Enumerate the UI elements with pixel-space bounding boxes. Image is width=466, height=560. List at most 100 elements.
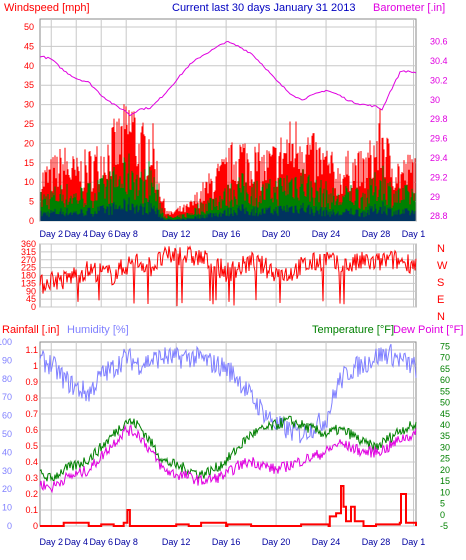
panel1-day-label: Day 4 xyxy=(64,229,88,239)
direction-tick-label: 180 xyxy=(21,271,36,281)
wind-average-series xyxy=(40,153,416,221)
wind-tick-label: 25 xyxy=(24,119,34,129)
humidity-tick-label: 100 xyxy=(0,337,12,347)
humidity-axis-title: Humidity [%] xyxy=(67,324,129,336)
temperature-tick-label: 55 xyxy=(440,386,450,396)
wind-tick-label: 10 xyxy=(24,177,34,187)
humidity-tick-label: 90 xyxy=(2,355,12,365)
wind-tick-label: 35 xyxy=(24,80,34,90)
temperature-tick-label: 0 xyxy=(440,510,445,520)
panel1-day-label: Day 8 xyxy=(114,229,138,239)
wind-tick-label: 20 xyxy=(24,138,34,148)
wind-tick-label: 45 xyxy=(24,41,34,51)
rain-tick-label: 1 xyxy=(33,361,38,371)
dewpoint-axis-title: Dew Point [°F] xyxy=(393,324,463,336)
rain-tick-label: 1.1 xyxy=(25,345,38,355)
wind-tick-label: 5 xyxy=(29,197,34,207)
compass-label-s: S xyxy=(437,277,444,289)
panel3-day-label: Day 16 xyxy=(212,537,241,547)
rain-tick-label: 0.7 xyxy=(25,409,38,419)
panel3-day-label: Day 1 xyxy=(402,537,426,547)
rainfall-axis-title: Rainfall [.in] xyxy=(2,324,59,336)
temperature-tick-label: 10 xyxy=(440,487,450,497)
panel1-day-label: Day 24 xyxy=(312,229,341,239)
humidity-series xyxy=(39,343,417,444)
humidity-tick-label: 70 xyxy=(2,392,12,402)
dewpoint-series xyxy=(39,424,417,494)
panel3-day-label: Day 20 xyxy=(262,537,291,547)
direction-tick-label: 135 xyxy=(21,278,36,288)
compass-label-w: W xyxy=(437,260,448,272)
barometer-tick-label: 28.8 xyxy=(430,211,448,221)
humidity-tick-label: 50 xyxy=(2,429,12,439)
compass-label-n1: N xyxy=(437,243,445,255)
barometer-tick-label: 30.4 xyxy=(430,56,448,66)
barometer-tick-label: 29 xyxy=(430,192,440,202)
wind-tick-label: 50 xyxy=(24,22,34,32)
direction-tick-label: 225 xyxy=(21,263,36,273)
temperature-axis-title: Temperature [°F] xyxy=(312,324,394,336)
temperature-tick-label: 70 xyxy=(440,353,450,363)
barometer-axis-title: Barometer [.in] xyxy=(373,2,445,14)
temperature-tick-label: 45 xyxy=(440,409,450,419)
wind-direction-series xyxy=(39,245,417,307)
humidity-tick-label: 60 xyxy=(2,411,12,421)
barometer-tick-label: 30 xyxy=(430,95,440,105)
rain-tick-label: 0.2 xyxy=(25,489,38,499)
humidity-tick-label: 40 xyxy=(2,447,12,457)
panel3-day-label: Day 12 xyxy=(162,537,191,547)
rain-tick-label: 0.4 xyxy=(25,457,38,467)
barometer-tick-label: 29.8 xyxy=(430,114,448,124)
temperature-tick-label: 65 xyxy=(440,364,450,374)
direction-tick-label: 270 xyxy=(21,255,36,265)
humidity-tick-label: 20 xyxy=(2,484,12,494)
temperature-tick-label: 15 xyxy=(440,476,450,486)
rain-tick-label: 0.3 xyxy=(25,473,38,483)
direction-tick-label: 0 xyxy=(31,302,36,312)
panel3-day-label: Day 24 xyxy=(312,537,341,547)
tick-labels: 0510152025303540455028.82929.229.429.629… xyxy=(0,22,450,547)
temperature-tick-label: 50 xyxy=(440,398,450,408)
direction-tick-label: 45 xyxy=(26,294,36,304)
direction-tick-label: 315 xyxy=(21,247,36,257)
temperature-tick-label: 40 xyxy=(440,420,450,430)
panel1-day-label: Day 2 xyxy=(39,229,63,239)
temperature-tick-label: 20 xyxy=(440,465,450,475)
panel3-day-label: Day 8 xyxy=(114,537,138,547)
panel1-day-label: Day 12 xyxy=(162,229,191,239)
temperature-tick-label: 75 xyxy=(440,341,450,351)
rain-tick-label: 0.1 xyxy=(25,505,38,515)
barometer-tick-label: 29.6 xyxy=(430,134,448,144)
barometer-tick-label: 29.2 xyxy=(430,172,448,182)
rain-tick-label: 0.5 xyxy=(25,441,38,451)
compass-label-n2: N xyxy=(437,311,445,323)
humidity-tick-label: 30 xyxy=(2,466,12,476)
temperature-tick-label: 35 xyxy=(440,431,450,441)
rain-tick-label: 0.6 xyxy=(25,425,38,435)
data-series xyxy=(39,40,417,527)
rainfall-series xyxy=(40,485,417,527)
panel3-day-label: Day 2 xyxy=(39,537,63,547)
barometer-series xyxy=(39,40,417,117)
temperature-tick-label: 5 xyxy=(440,499,445,509)
barometer-tick-label: 30.6 xyxy=(430,37,448,47)
wind-tick-label: 0 xyxy=(29,216,34,226)
wind-tick-label: 40 xyxy=(24,61,34,71)
panel3-day-label: Day 6 xyxy=(89,537,113,547)
wind-tick-label: 15 xyxy=(24,158,34,168)
rain-tick-label: 0 xyxy=(33,521,38,531)
temperature-tick-label: 60 xyxy=(440,375,450,385)
chart-title: Current last 30 days January 31 2013 xyxy=(172,2,355,14)
panel1-day-label: Day 20 xyxy=(262,229,291,239)
wind-tick-label: 30 xyxy=(24,100,34,110)
direction-tick-label: 360 xyxy=(21,239,36,249)
temperature-tick-label: 25 xyxy=(440,454,450,464)
compass-label-e: E xyxy=(437,294,444,306)
humidity-tick-label: 80 xyxy=(2,374,12,384)
temperature-tick-label: 30 xyxy=(440,442,450,452)
temperature-tick-label: -5 xyxy=(440,521,448,531)
panel3-day-label: Day 4 xyxy=(64,537,88,547)
panel1-day-label: Day 6 xyxy=(89,229,113,239)
